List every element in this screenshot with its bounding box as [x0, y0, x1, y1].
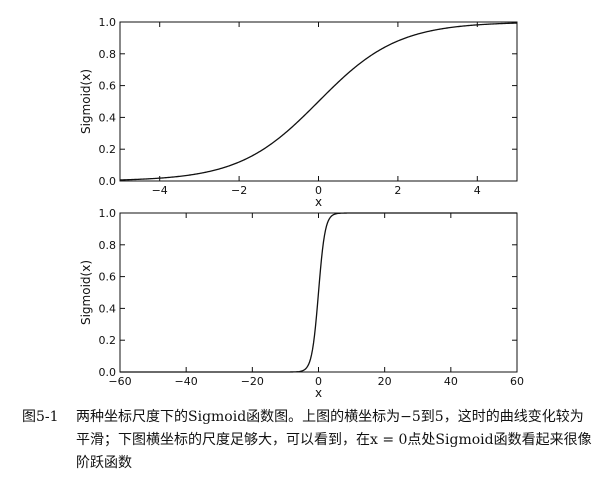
chart-0-x-tick-label: 4	[474, 184, 481, 197]
chart-0-x-axis-label: x	[315, 195, 322, 209]
chart-0-x-tick-label: −2	[231, 184, 247, 197]
chart-0-y-tick-label: 0.0	[99, 175, 117, 188]
chart-0-y-tick-label: 0.8	[99, 48, 117, 61]
chart-1-y-tick-label: 0.4	[99, 302, 117, 315]
chart-1-y-tick-label: 0.6	[99, 271, 117, 284]
chart-1-y-tick-label: 0.2	[99, 334, 117, 347]
figure-caption: 图5-1 两种坐标尺度下的Sigmoid函数图。上图的横坐标为−5到5，这时的曲…	[22, 406, 592, 475]
chart-0-x-tick-label: −4	[152, 184, 168, 197]
chart-1-y-axis-label: Sigmoid(x)	[79, 260, 93, 325]
chart-1-y-tick-label: 0.8	[99, 239, 117, 252]
chart-1-x-tick-label: −20	[241, 375, 264, 388]
chart-0-sigmoid-curve	[119, 22, 518, 181]
chart-1-x-tick-label: 60	[510, 375, 524, 388]
chart-0-x-tick-label: 2	[394, 184, 401, 197]
chart-0-y-tick-label: 1.0	[99, 16, 117, 29]
chart-1-y-tick-label: 0.0	[99, 366, 117, 379]
chart-1-x-tick-label: −60	[108, 375, 131, 388]
chart-1-y-tick-label: 1.0	[99, 207, 117, 220]
chart-1-x-tick-label: −40	[175, 375, 198, 388]
chart-top-sigmoid: −4 −2 0 2 4 0.0 0.2 0.4 0.6 0.8 1.0 x Sigmoid(x)	[79, 16, 518, 209]
chart-1-x-tick-label: 0	[315, 375, 322, 388]
chart-0-y-axis-label: Sigmoid(x)	[79, 69, 93, 134]
chart-1-x-axis-label: x	[315, 386, 322, 400]
chart-0-y-tick-label: 0.2	[99, 143, 117, 156]
caption-text: 两种坐标尺度下的Sigmoid函数图。上图的横坐标为−5到5，这时的曲线变化较为…	[76, 409, 592, 471]
chart-1-x-tick-label: 40	[444, 375, 458, 388]
chart-bottom-sigmoid: −60 −40 −20 0 20 40 60 0.0 0.2 0.4 0.6 0.8 1.0 x Sigmo…	[79, 207, 524, 400]
chart-1-x-tick-label: 20	[378, 375, 392, 388]
chart-0-y-tick-label: 0.4	[99, 111, 117, 124]
chart-0-x-tick-label: 0	[315, 184, 322, 197]
chart-0-y-tick-label: 0.6	[99, 80, 117, 93]
caption-number: 图5-1	[22, 409, 59, 425]
